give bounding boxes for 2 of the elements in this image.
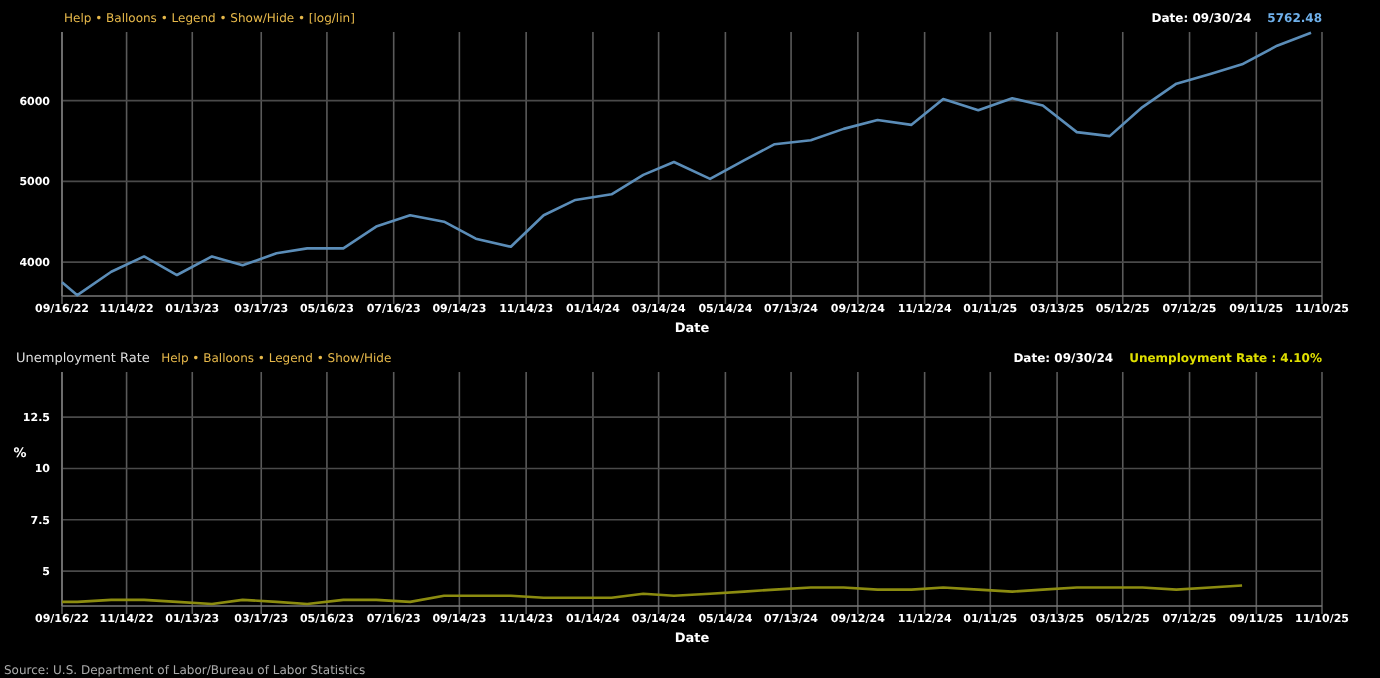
- line-series: [60, 584, 1244, 606]
- line-series: [60, 31, 1313, 297]
